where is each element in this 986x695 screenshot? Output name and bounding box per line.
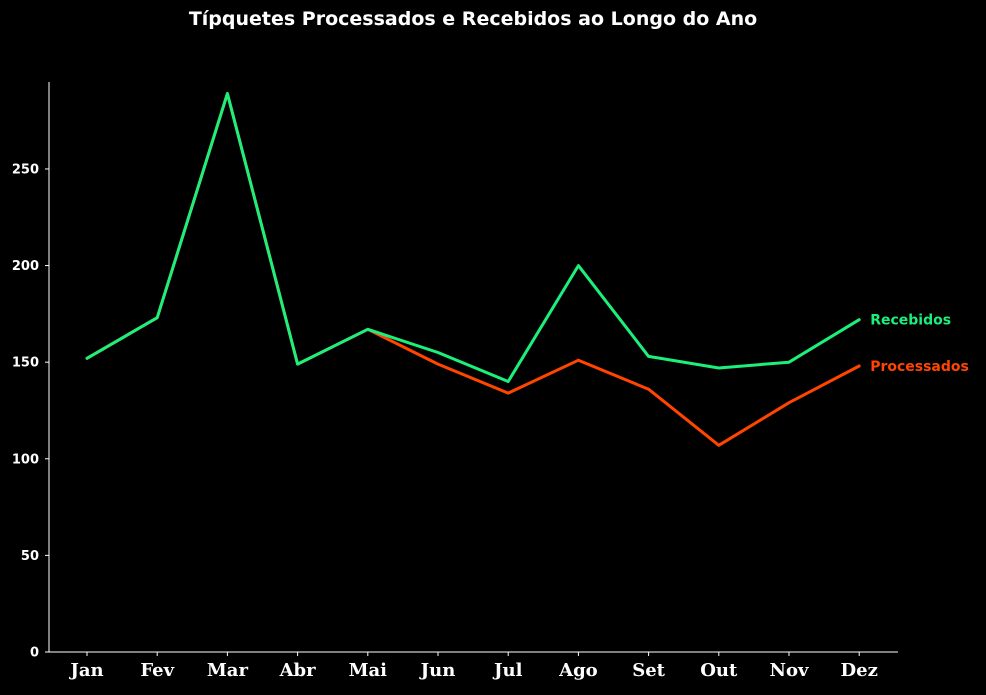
series-line-processados [85, 92, 861, 447]
x-tick-label: Dez [841, 660, 878, 681]
x-tick-label: Set [632, 660, 665, 681]
x-tick-label: Mar [207, 660, 249, 681]
series-label-recebidos: Recebidos [870, 313, 951, 329]
x-tick-label: Ago [558, 660, 598, 681]
x-tick-label: Jan [68, 660, 103, 681]
x-tick-label: Mai [349, 660, 388, 681]
x-tick-label: Fev [140, 660, 174, 681]
x-tick-label: Jul [492, 660, 523, 681]
y-tick-label: 150 [12, 356, 39, 371]
y-tick-label: 200 [12, 259, 39, 274]
y-tick-label: 50 [21, 549, 39, 564]
x-tick-label: Jun [419, 660, 456, 681]
x-tick-label: Nov [770, 660, 809, 681]
x-tick-label: Out [700, 660, 738, 681]
y-tick-label: 100 [12, 452, 39, 467]
series-label-processados: Processados [870, 359, 969, 375]
y-tick-label: 250 [12, 162, 39, 177]
x-tick-label: Abr [279, 660, 317, 681]
series-line-recebidos [85, 92, 861, 383]
y-tick-label: 0 [30, 646, 39, 661]
chart-title: Típquetes Processados e Recebidos ao Lon… [188, 8, 758, 30]
